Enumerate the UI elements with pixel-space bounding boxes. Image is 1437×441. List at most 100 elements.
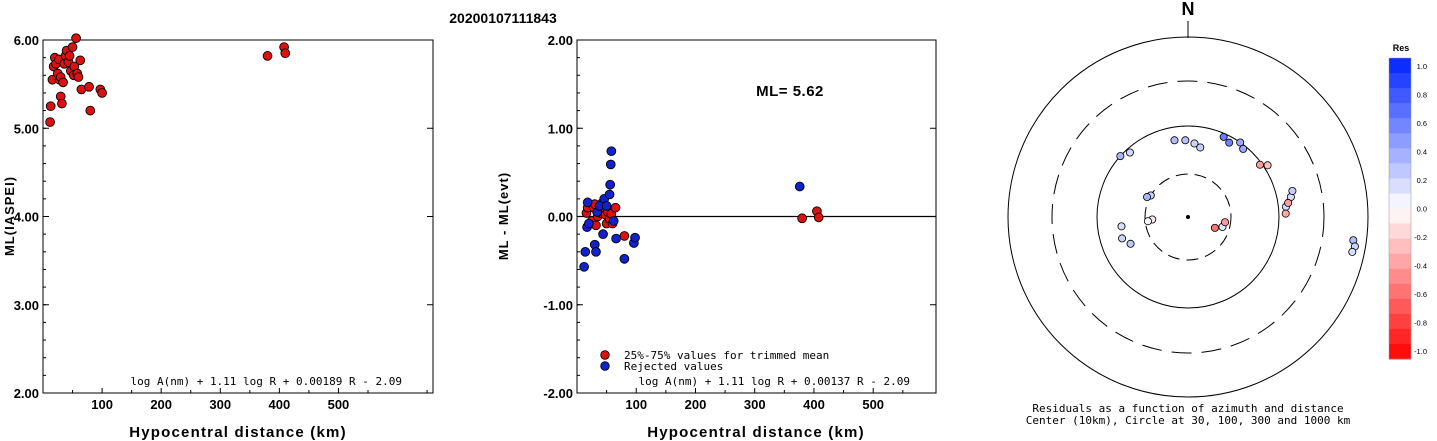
colorbar-cell: [1389, 163, 1411, 179]
colorbar-cell: [1389, 88, 1411, 104]
colorbar-cell: [1389, 208, 1411, 225]
ring-1000km: [1007, 36, 1369, 398]
colorbar-tick-label: 0.2: [1417, 176, 1427, 185]
polar-caption-line2: Center (10km), Circle at 30, 100, 300 an…: [1026, 414, 1351, 427]
station-residual-point: [1190, 139, 1199, 148]
colorbar-title: Res: [1393, 43, 1410, 53]
data-point: [57, 98, 67, 109]
colorbar-tick-label: 0.4: [1417, 148, 1427, 157]
data-point: [605, 159, 616, 170]
legend-label-rejected: Rejected values: [624, 360, 723, 373]
magnitude-vs-distance-chart: 100 200 300 400 500 2.00 3.00 4.00 5.00 6.00 log …: [2, 33, 434, 441]
colorbar-cell: [1389, 178, 1411, 194]
ml-annotation: ML= 5.62: [756, 83, 824, 100]
y-tick-label: 5.00: [14, 121, 39, 136]
colorbar-tick-label: -1.0: [1414, 347, 1427, 356]
data-point: [591, 246, 601, 257]
y-tick-label: 2.00: [14, 386, 39, 401]
colorbar-cell: [1389, 238, 1411, 255]
colorbar-cell: [1389, 313, 1411, 330]
data-point: [797, 213, 807, 224]
residual-colorbar: Res 1.0 0.8 0.6 0.4 0.2 0.0 -0.2 -0.4 -0.6 -0.8 -1…: [1388, 43, 1427, 360]
colorbar-cell: [1389, 328, 1411, 345]
colorbar-tick-label: -0.6: [1414, 290, 1427, 299]
y-axis-title: ML - ML(evt): [496, 172, 511, 260]
colorbar-tick-label: 0.6: [1417, 119, 1427, 128]
station-residual-point: [1143, 217, 1152, 226]
y-tick-label: 0.00: [548, 210, 573, 225]
x-tick-label: 500: [862, 397, 884, 412]
residual-vs-distance-chart: 100 200 300 400 500 -2.00 -1.00 0.00 1.00 2.00 ML…: [496, 33, 937, 441]
station-residual-point: [1143, 193, 1152, 202]
data-point: [579, 261, 589, 272]
x-tick-label: 100: [625, 397, 647, 412]
colorbar-cell: [1389, 193, 1411, 209]
center-point: [1186, 215, 1190, 219]
ring-100km: [1096, 125, 1280, 309]
legend-marker-trimmed: [600, 350, 610, 360]
colorbar-cell: [1389, 283, 1411, 300]
station-residual-point: [1118, 234, 1127, 243]
data-point: [583, 218, 594, 229]
colorbar-cell: [1389, 298, 1411, 315]
data-point: [582, 197, 593, 208]
data-point: [605, 179, 616, 190]
y-tick-label: 2.00: [548, 33, 573, 48]
y-tick-label: 6.00: [14, 33, 39, 48]
station-residual-point: [1221, 218, 1230, 227]
data-point: [604, 189, 615, 200]
data-point: [619, 231, 630, 241]
colorbar-tick-label: -0.2: [1414, 233, 1427, 242]
station-residual-point: [1284, 198, 1293, 207]
formula-label: log A(nm) + 1.11 log R + 0.00137 R - 2.0…: [638, 375, 910, 388]
data-point: [84, 81, 94, 92]
data-point: [45, 101, 56, 112]
y-axis-title: ML(IASPEI): [2, 176, 17, 256]
station-residual-point: [1288, 186, 1297, 195]
x-tick-label: 300: [744, 397, 766, 412]
station-residual-point: [1170, 136, 1179, 145]
station-residual-point: [1116, 152, 1125, 161]
colorbar-tick-label: -0.8: [1414, 319, 1427, 328]
colorbar-cell: [1389, 58, 1411, 74]
data-point: [64, 51, 75, 61]
data-point: [813, 212, 824, 223]
data-point: [610, 202, 621, 213]
y-tick-label: 4.00: [14, 210, 39, 225]
data-point: [580, 246, 591, 257]
data-point: [75, 55, 86, 66]
ring-30km: [1144, 173, 1232, 261]
colorbar-cell: [1389, 118, 1411, 134]
station-residual-point: [1239, 144, 1248, 153]
station-residual-point: [1117, 222, 1126, 231]
colorbar-tick-label: 1.0: [1417, 62, 1427, 71]
polar-caption-line1: Residuals as a function of azimuth and d…: [1032, 402, 1343, 415]
formula-label: log A(nm) + 1.11 log R + 0.00189 R - 2.0…: [130, 375, 402, 388]
data-point: [606, 146, 617, 157]
data-point: [97, 88, 107, 98]
data-point: [280, 48, 291, 59]
station-residual-point: [1219, 132, 1228, 141]
data-point: [608, 216, 619, 226]
data-point: [67, 42, 78, 52]
data-point: [85, 105, 96, 116]
colorbar-cell: [1389, 253, 1411, 270]
north-label: N: [1182, 0, 1195, 19]
x-tick-label: 500: [328, 397, 350, 412]
station-residual-point: [1348, 247, 1357, 256]
colorbar-cell: [1389, 148, 1411, 164]
colorbar-cell: [1389, 133, 1411, 149]
data-point: [619, 254, 630, 264]
colorbar-cell: [1389, 73, 1411, 89]
station-residual-point: [1236, 138, 1245, 147]
colorbar-tick-label: 0.0: [1417, 205, 1427, 214]
colorbar-cell: [1389, 223, 1411, 240]
colorbar-cell: [1389, 268, 1411, 285]
x-axis-title: Hypocentral distance (km): [647, 424, 865, 441]
station-residual-point: [1281, 209, 1290, 218]
figure-title: 20200107111843: [449, 10, 557, 26]
data-point: [73, 72, 84, 82]
station-residual-point: [1126, 239, 1135, 248]
colorbar-frame: [1388, 57, 1412, 360]
